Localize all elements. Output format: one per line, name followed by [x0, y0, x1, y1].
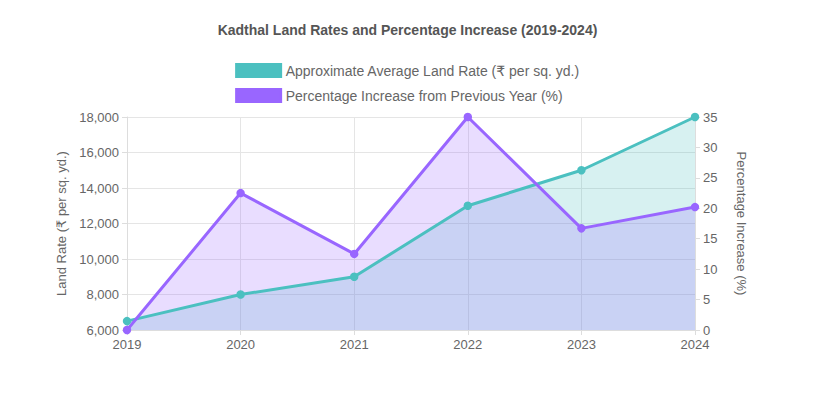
svg-text:5: 5: [703, 292, 710, 307]
svg-text:2020: 2020: [226, 337, 255, 352]
svg-text:20: 20: [703, 201, 717, 216]
svg-text:Kadthal Land Rates and Percent: Kadthal Land Rates and Percentage Increa…: [218, 22, 598, 38]
svg-text:16,000: 16,000: [79, 145, 119, 160]
svg-text:35: 35: [703, 110, 717, 125]
svg-text:2022: 2022: [453, 337, 482, 352]
svg-text:10: 10: [703, 262, 717, 277]
svg-text:Percentage Increase (%): Percentage Increase (%): [734, 152, 749, 296]
svg-text:14,000: 14,000: [79, 181, 119, 196]
svg-text:10,000: 10,000: [79, 252, 119, 267]
svg-text:2023: 2023: [567, 337, 596, 352]
svg-text:25: 25: [703, 170, 717, 185]
svg-text:0: 0: [703, 323, 710, 338]
svg-text:2021: 2021: [340, 337, 369, 352]
svg-text:2024: 2024: [681, 337, 710, 352]
svg-text:Percentage Increase from Previ: Percentage Increase from Previous Year (…: [286, 88, 563, 104]
svg-text:Land Rate (₹ per sq. yd.): Land Rate (₹ per sq. yd.): [54, 151, 69, 296]
svg-text:18,000: 18,000: [79, 110, 119, 125]
svg-text:15: 15: [703, 231, 717, 246]
svg-text:8,000: 8,000: [86, 287, 119, 302]
svg-text:30: 30: [703, 140, 717, 155]
svg-text:6,000: 6,000: [86, 323, 119, 338]
svg-text:12,000: 12,000: [79, 216, 119, 231]
svg-text:2019: 2019: [113, 337, 142, 352]
svg-text:Approximate Average Land Rate: Approximate Average Land Rate (₹ per sq.…: [286, 63, 579, 79]
